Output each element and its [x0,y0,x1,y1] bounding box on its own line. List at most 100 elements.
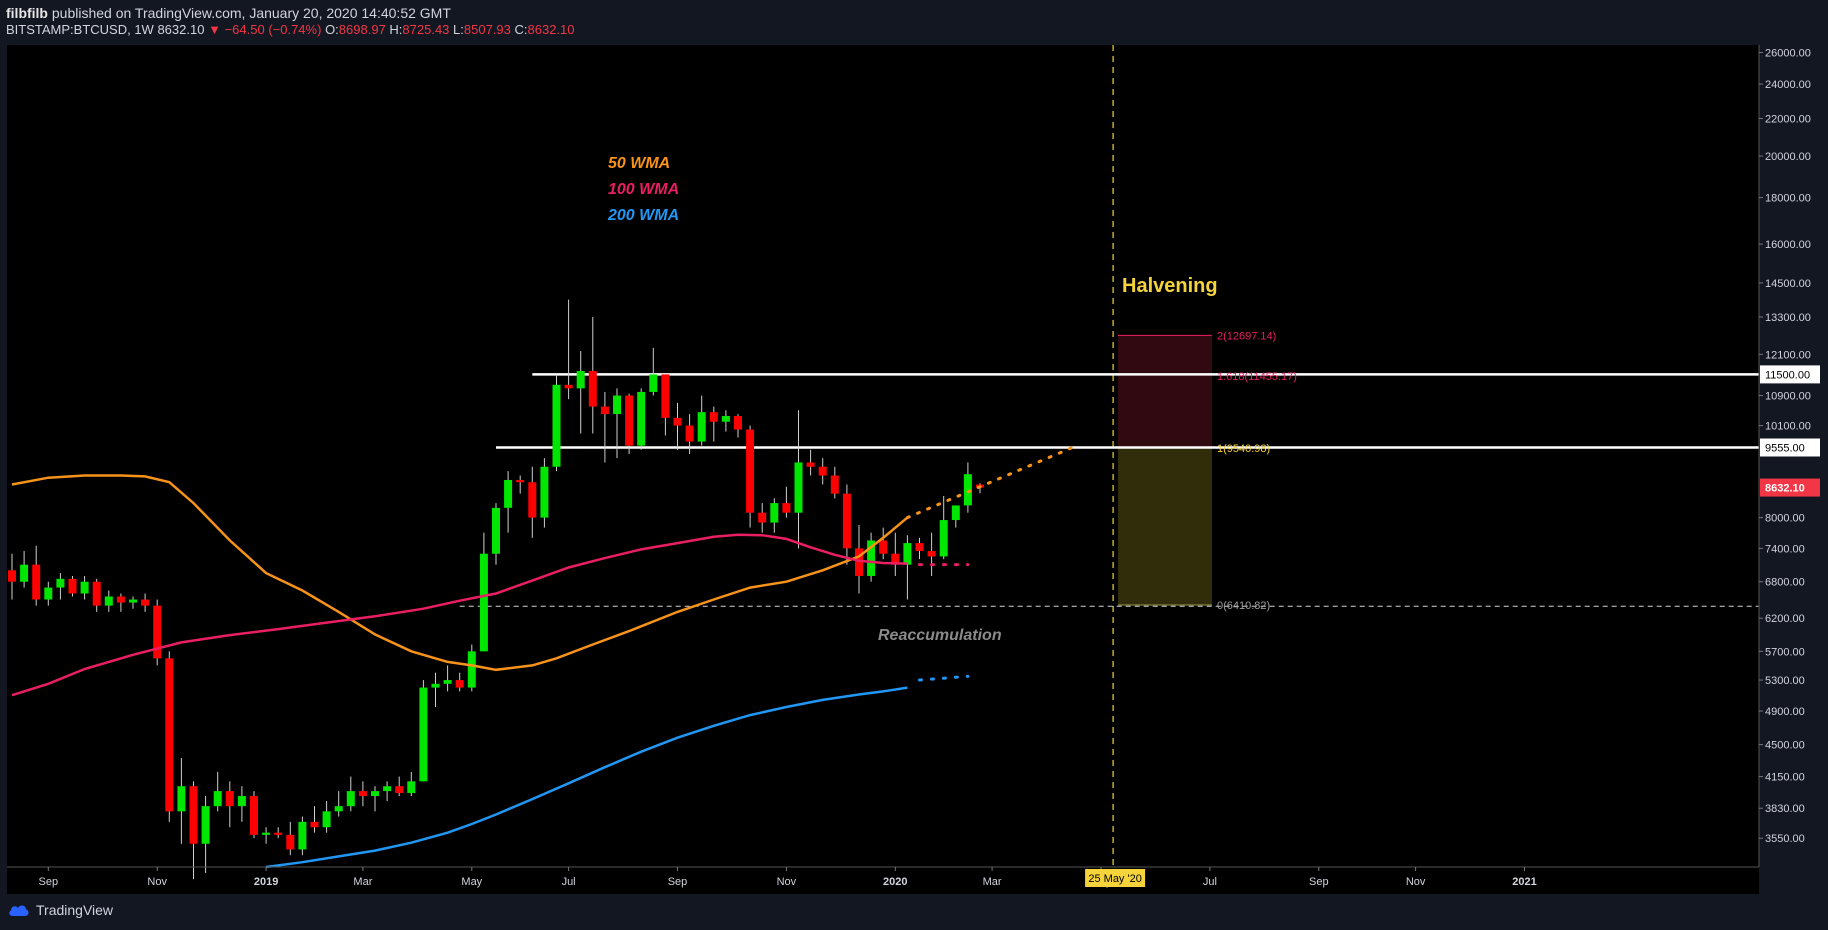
x-tick-label: 2020 [883,876,907,888]
candle-body [528,482,537,518]
candle-body [201,806,210,844]
candle-body [818,466,827,476]
x-tick-label: Sep [1309,876,1329,888]
candle-body [600,406,609,415]
candle-body [371,791,379,797]
candle-body [455,680,464,688]
y-tick-label: 24000.00 [1765,79,1811,91]
legend-entry: 100 WMA [608,181,679,198]
candle-body [492,507,500,554]
candle-body [830,475,839,494]
fib-label: 0(6410.82) [1217,600,1270,612]
y-tick-label: 4500.00 [1765,740,1805,752]
candle-body [842,493,851,549]
x-tick-label: Nov [777,876,797,888]
cloud-icon [9,905,29,916]
plot-background [7,45,1759,894]
y-tick-label: 3830.00 [1765,803,1805,815]
candle-body [479,553,488,652]
candle-body [262,832,271,835]
reaccumulation-label: Reaccumulation [878,627,1002,644]
open-value: 8698.97 [338,22,386,37]
y-tick-label: 12100.00 [1765,349,1811,361]
y-tick-label: 16000.00 [1765,239,1811,251]
x-tick-label: 2021 [1512,876,1536,888]
wma100-line [11,533,908,697]
candle-body [56,578,65,588]
candle-body [540,466,549,518]
y-tick-label: 18000.00 [1765,193,1811,205]
y-tick-label: 6800.00 [1765,577,1805,589]
price-chart[interactable]: 50 WMA 100 WMA 200 WMA Halvening Reaccumulat… [0,42,1828,894]
y-tick-label: 7400.00 [1765,543,1805,555]
price-change: −64.50 (−0.74%) [224,22,322,37]
close-label: C: [514,22,528,37]
candle-body [250,796,258,835]
y-tick-label: 6200.00 [1765,613,1805,625]
tradingview-logo[interactable]: TradingView [8,902,113,918]
x-tick-label: May [461,876,482,888]
candle-body [358,791,367,797]
candle-body [141,599,150,606]
last-price-tag [1760,478,1820,497]
x-tick-label: Nov [147,876,167,888]
candle-body [407,781,416,794]
y-tick-label: 22000.00 [1765,113,1811,125]
candle-body [516,479,525,483]
published-text: published on TradingView.com, January 20… [51,5,451,21]
y-tick-label: 5300.00 [1765,675,1805,687]
candle-body [661,374,670,418]
candle-body [588,370,597,407]
tradingview-brand: TradingView [36,902,114,918]
y-tick-label: 5700.00 [1765,646,1805,658]
halvening-label: Halvening [1122,275,1218,297]
candle-body [915,543,924,552]
open-label: O: [325,22,339,37]
candle-body [189,786,198,844]
halvening-date-label: 25 May '20 [1088,873,1141,885]
y-tick-label: 3550.00 [1765,833,1805,845]
candle-body [92,581,101,606]
candle-body [649,374,658,392]
candle-body [165,658,174,812]
chart-footer: TradingView [0,894,1828,930]
down-arrow-icon: ▼ [208,22,221,37]
candle-body [734,415,742,430]
wma200-projection [918,674,970,682]
candle-body [613,395,621,415]
legend-entry: 50 WMA [608,155,670,172]
x-tick-label: Mar [983,876,1002,888]
symbol-label[interactable]: BITSTAMP:BTCUSD, 1W [6,22,154,37]
candle-body [709,412,718,422]
candle-body [564,384,573,389]
candle-body [746,429,755,513]
y-tick-label: 14500.00 [1765,278,1811,290]
candle-body [673,417,682,426]
candle-body [346,791,355,807]
candle-body [879,540,888,554]
y-tick-label: 4900.00 [1765,706,1805,718]
candle-body [867,540,876,576]
low-value: 8507.93 [463,22,511,37]
candle-body [576,370,585,389]
candle-body [129,599,137,603]
x-tick-label: Jul [1203,876,1217,888]
candle-body [104,596,113,606]
candle-body [697,412,706,442]
fib-label: 2(12697.14) [1217,330,1276,342]
candle-body [237,796,246,807]
candle-body [8,570,16,582]
candle-body [770,503,779,523]
candle-body [274,832,283,835]
y-tick-label: 4150.00 [1765,772,1805,784]
low-label: L: [453,22,464,37]
fib-label: 1.618(11455.17) [1217,371,1297,383]
candle-body [310,821,319,828]
y-tick-label: 8000.00 [1765,513,1805,525]
x-tick-label: Mar [353,876,372,888]
last-price: 8632.10 [157,22,205,37]
y-tick-label: 9555.00 [1765,443,1805,455]
publisher-name[interactable]: filbfilb [6,5,48,21]
y-tick-label: 20000.00 [1765,151,1811,163]
fib-lower-zone [1118,448,1212,605]
